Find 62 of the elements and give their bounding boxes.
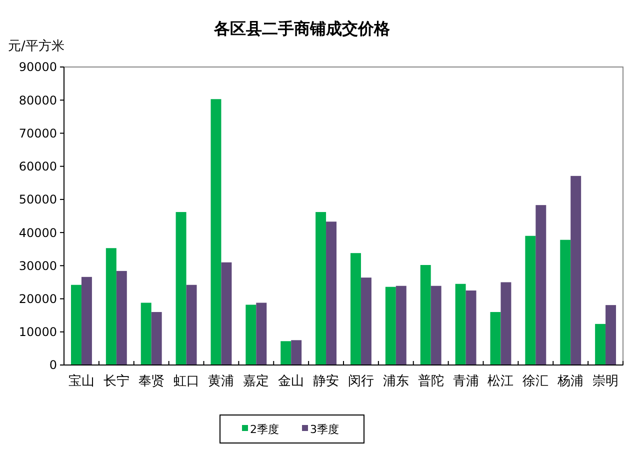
x-tick-label: 金山 xyxy=(278,374,304,389)
x-tick-label: 奉贤 xyxy=(138,374,164,389)
x-tick-label: 虹口 xyxy=(173,374,200,389)
y-tick-label: 10000 xyxy=(18,325,57,340)
legend-label: 3季度 xyxy=(310,422,339,436)
bar xyxy=(360,278,372,365)
x-tick-label: 宝山 xyxy=(68,373,94,389)
bar xyxy=(500,282,512,365)
bar xyxy=(350,253,361,365)
bar xyxy=(466,290,476,365)
y-tick-label: 40000 xyxy=(18,226,57,240)
bar xyxy=(536,205,546,365)
bar xyxy=(116,270,127,365)
bar xyxy=(151,312,162,365)
y-tick-label: 70000 xyxy=(18,126,57,140)
x-tick-label: 浦东 xyxy=(382,374,409,389)
x-tick-label: 闵行 xyxy=(348,374,374,389)
y-tick-label: 60000 xyxy=(18,160,57,174)
bar xyxy=(256,302,267,365)
bar xyxy=(246,304,256,365)
y-tick-label: 30000 xyxy=(18,258,57,273)
x-tick-label: 崇明 xyxy=(592,374,619,389)
x-tick-label: 黄浦 xyxy=(208,374,234,389)
y-tick-label: 0 xyxy=(49,358,57,372)
bar xyxy=(280,341,292,365)
bar xyxy=(186,284,197,365)
bar xyxy=(176,212,186,365)
legend-label: 2季度 xyxy=(250,422,279,436)
x-tick-label: 杨浦 xyxy=(556,374,584,389)
x-tick-label: 普陀 xyxy=(418,373,444,389)
bar xyxy=(385,286,396,365)
bar xyxy=(81,276,92,365)
bar xyxy=(595,324,606,365)
bar xyxy=(221,262,232,365)
y-axis-title: 元/平方米 xyxy=(8,38,64,54)
y-tick-label: 50000 xyxy=(18,192,57,207)
bar xyxy=(490,312,501,365)
bar xyxy=(570,176,582,365)
y-tick-label: 90000 xyxy=(18,60,57,74)
x-tick-label: 青浦 xyxy=(452,374,479,389)
bar xyxy=(525,236,536,365)
bar xyxy=(455,284,466,365)
bar xyxy=(606,305,616,365)
x-tick-label: 松江 xyxy=(488,374,514,389)
bar xyxy=(210,99,222,365)
bar xyxy=(291,340,302,365)
bar xyxy=(326,222,337,365)
chart-title: 各区县二手商铺成交价格 xyxy=(213,19,391,38)
bar xyxy=(396,286,406,365)
bar xyxy=(70,284,82,365)
bar xyxy=(430,286,442,365)
y-tick-label: 20000 xyxy=(18,292,57,306)
x-tick-label: 长宁 xyxy=(103,373,130,389)
x-tick-label: 静安 xyxy=(313,373,340,389)
bar xyxy=(140,302,152,365)
y-tick-label: 80000 xyxy=(18,93,57,108)
bar xyxy=(420,265,431,365)
bar xyxy=(106,248,116,365)
bar xyxy=(316,212,326,365)
bar xyxy=(560,240,571,365)
x-tick-label: 嘉定 xyxy=(243,374,270,389)
x-tick-label: 徐汇 xyxy=(522,374,549,389)
